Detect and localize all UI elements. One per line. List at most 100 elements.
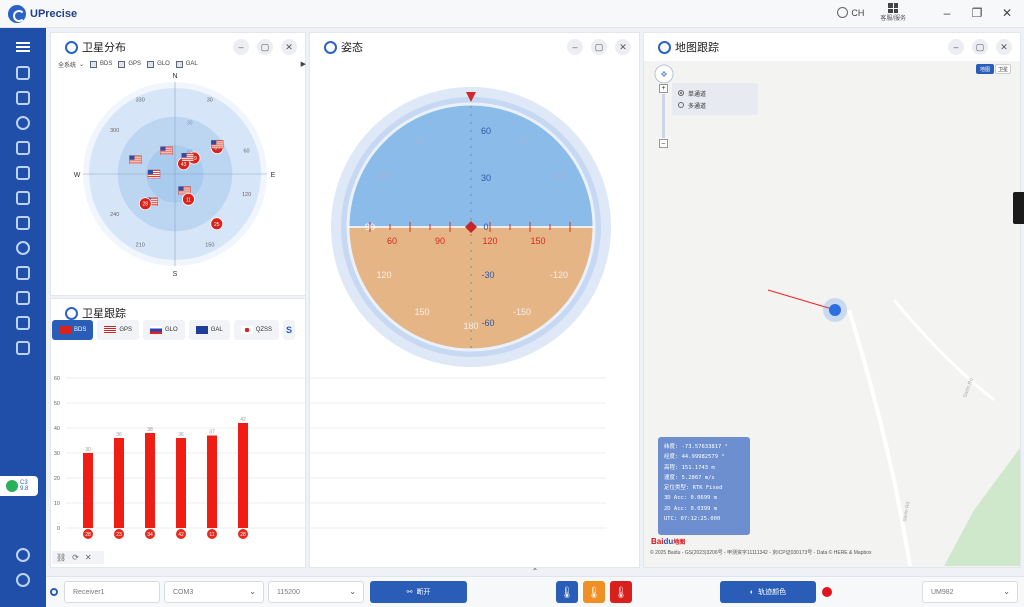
panel-maximize-button[interactable]: ▢ [972, 39, 988, 55]
info-fix-type: 定位类型: RTK Fixed [664, 485, 723, 492]
port-select[interactable]: COM3 ⌄ [164, 581, 264, 603]
panel-close-button[interactable]: ✕ [281, 39, 297, 55]
sidebar-item-log-icon[interactable] [16, 291, 30, 305]
map-view-button[interactable]: 地图 [976, 64, 994, 74]
thermometer-red-button[interactable]: 🌡 [610, 581, 632, 603]
panel-maximize-button[interactable]: ▢ [257, 39, 273, 55]
snr-bar [114, 438, 124, 528]
panel-minimize-button[interactable]: – [233, 39, 249, 55]
roll-label: 90 [435, 236, 445, 246]
thermometer-blue-button[interactable]: 🌡 [556, 581, 578, 603]
filter-label: BDS [100, 61, 113, 67]
tab-bds[interactable]: BDS [52, 320, 94, 340]
filter-item[interactable]: GPS [118, 60, 141, 68]
ground-label: -120 [550, 270, 568, 280]
tab-glo[interactable]: GLO [143, 320, 185, 340]
collapse-handle-icon[interactable]: ⌃ [531, 567, 539, 576]
sidebar-item-help-icon[interactable] [16, 573, 30, 587]
y-tick-label: 40 [54, 426, 60, 432]
compass-label: S [173, 271, 178, 278]
track-color-swatch[interactable] [822, 587, 832, 597]
minimize-button[interactable]: – [943, 5, 951, 20]
x-tick-label: 42 [178, 532, 184, 538]
sidebar-item-receiver-icon[interactable] [16, 66, 30, 80]
checkbox-icon [147, 60, 155, 68]
tab-gal[interactable]: GAL [188, 320, 230, 340]
mode-option[interactable]: 单通道 [678, 87, 752, 99]
panel-close-button[interactable]: ✕ [996, 39, 1012, 55]
tab-gps[interactable]: GPS [97, 320, 140, 340]
disconnect-button[interactable]: ⚯ 断开 [370, 581, 467, 603]
gps-flag-stripe [211, 146, 224, 148]
tab-sbas[interactable]: S [283, 320, 296, 340]
zoom-out-button[interactable]: – [659, 139, 668, 148]
heading-pointer-icon [466, 92, 476, 102]
connection-radio[interactable] [50, 588, 58, 596]
sidebar-item-antenna-icon[interactable] [16, 141, 30, 155]
menu-icon[interactable] [16, 42, 30, 52]
baud-select[interactable]: 115200 ⌄ [268, 581, 364, 603]
gps-flag-stripe [147, 172, 160, 173]
satellite-badge-icon [83, 529, 93, 539]
gps-flag-stripe [129, 157, 142, 159]
close-button[interactable]: ✕ [1001, 5, 1013, 20]
gps-flag-canton [211, 140, 217, 145]
sidebar-item-globe-icon[interactable] [16, 241, 30, 255]
service-button[interactable]: 客服/服务 [880, 3, 906, 22]
snr-bar-chart: 0 10 20 30 40 50 60 30 28 36 23 38 34 36 42 37 11 42 28 [54, 376, 606, 539]
tab-label: GLO [165, 327, 178, 333]
info-height: 高程: 151.1743 m [664, 464, 715, 471]
zoom-slider[interactable] [662, 94, 665, 138]
restore-button[interactable]: ❐ [971, 5, 983, 20]
thermometer-orange-button[interactable]: 🌡 [583, 581, 605, 603]
compass-label: W [74, 172, 81, 179]
map-canvas[interactable]: Stelin Rd Stelin Rd [644, 60, 1020, 566]
checkbox-icon [175, 60, 183, 68]
refresh-icon[interactable]: ⟳ [72, 553, 79, 562]
pan-control[interactable]: ✥ [654, 64, 674, 84]
filter-item[interactable]: BDS [90, 60, 113, 68]
scroll-right-icon[interactable]: ▶ [300, 61, 306, 68]
sidebar-item-data-icon[interactable] [16, 166, 30, 180]
link-icon[interactable]: ⛓ [56, 553, 67, 562]
sidebar-item-edit-icon[interactable] [16, 191, 30, 205]
sidebar-item-link-icon[interactable] [16, 266, 30, 280]
language-switch[interactable]: CH [837, 7, 864, 18]
road [847, 309, 912, 566]
panel-minimize-button[interactable]: – [948, 39, 964, 55]
sidebar-item-satellite-icon[interactable] [16, 116, 30, 130]
panel-maximize-button[interactable]: ▢ [591, 39, 607, 55]
azimuth-label: 120 [242, 192, 251, 198]
panel-minimize-button[interactable]: – [567, 39, 583, 55]
filter-dropdown[interactable]: 全系统 ⌄ [58, 61, 85, 69]
sidebar-item-settings-icon[interactable] [16, 548, 30, 562]
sidebar-item-chip-icon[interactable] [16, 216, 30, 230]
attitude-indicator: 60 30 0 -30 -60 30 -30 60 -60 90 60 90 1… [331, 87, 611, 367]
panel-close-button[interactable]: ✕ [615, 39, 631, 55]
device-select[interactable]: UM982 ⌄ [922, 581, 1018, 603]
filter-item[interactable]: GLO [147, 60, 170, 68]
satellite-view-button[interactable]: 卫星 [995, 64, 1011, 74]
receiver-field[interactable]: Receiver1 [64, 581, 160, 603]
logo-text: du [663, 537, 674, 546]
gps-flag-stripe [178, 190, 191, 192]
connection-badge[interactable]: C3 9.8 [0, 476, 38, 496]
close-icon[interactable]: ✕ [84, 553, 92, 562]
road-label: Stelin Rd [902, 501, 911, 522]
compass-label: N [172, 73, 177, 80]
link-icon: ⚯ [406, 589, 413, 596]
zoom-control[interactable]: + – [659, 84, 668, 148]
snr-bar [176, 438, 186, 528]
side-drawer-handle[interactable] [1013, 192, 1024, 224]
mode-option[interactable]: 多通道 [678, 99, 752, 111]
sidebar-item-more-icon[interactable] [16, 341, 30, 355]
sidebar-item-config-icon[interactable] [16, 91, 30, 105]
satellite-badge-icon [145, 529, 155, 539]
filter-item[interactable]: GAL [175, 60, 198, 68]
track-color-button[interactable]: ◐ 轨迹颜色 [720, 581, 816, 603]
zoom-in-button[interactable]: + [659, 84, 668, 93]
satellite-badge-icon [207, 529, 217, 539]
tab-qzss[interactable]: QZSS [233, 320, 280, 340]
radio-icon [678, 102, 684, 108]
sidebar-item-tools-icon[interactable] [16, 316, 30, 330]
